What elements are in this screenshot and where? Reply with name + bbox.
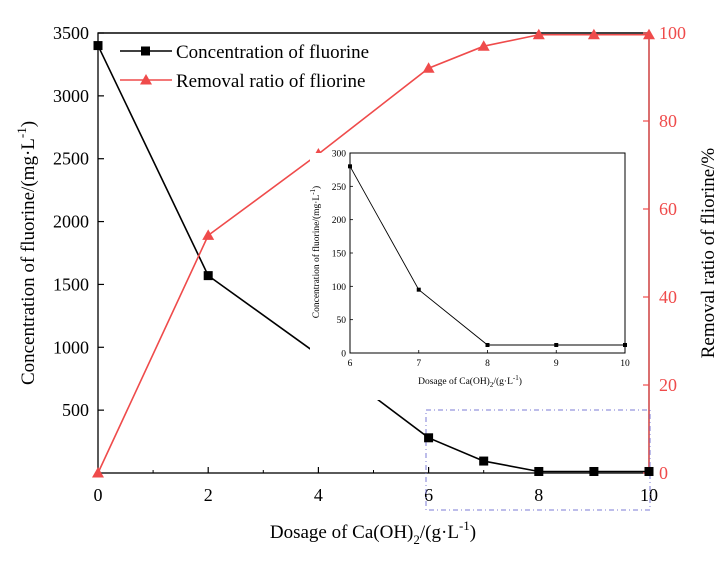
- inset-background: [310, 153, 628, 400]
- concentration-point: [534, 466, 544, 476]
- concentration-point: [479, 456, 489, 466]
- inset-point: [623, 343, 627, 347]
- y-right-tick-label: 20: [659, 375, 677, 395]
- y-left-tick-label: 2500: [53, 149, 89, 169]
- removal-ratio-point: [643, 28, 655, 40]
- inset-y-tick-label: 0: [341, 350, 346, 360]
- concentration-point: [424, 433, 434, 443]
- x-tick-label: 2: [204, 485, 213, 505]
- series-line-0: [97, 45, 649, 473]
- x-tick-label: 0: [94, 485, 103, 505]
- inset-series: [348, 164, 627, 347]
- y-right-tick-label: 80: [659, 111, 677, 131]
- inset-x-tick-label: 10: [620, 359, 630, 369]
- legend-marker-triangle: [140, 74, 152, 85]
- y-left-tick-label: 1500: [53, 274, 89, 294]
- y-right-axis-ticks: 0 20 40 60 80 100: [643, 23, 686, 483]
- inset-x-tick-label: 7: [416, 359, 421, 369]
- inset-point: [348, 164, 352, 169]
- legend-marker-square: [141, 46, 150, 56]
- inset-x-tick-label: 6: [348, 359, 353, 369]
- legend-label-concentration: Concentration of fluorine: [176, 42, 369, 63]
- inset-y-axis-ticks: 0 50 100 150 200 250 300: [332, 150, 353, 360]
- removal-ratio-point: [422, 62, 435, 73]
- x-tick-label: 8: [534, 485, 543, 505]
- inset-x-tick-label: 8: [485, 359, 490, 369]
- x-axis-label: Dosage of Ca(OH)2/(g·L-1): [270, 518, 476, 547]
- inset-x-tick-label: 9: [554, 359, 559, 369]
- y-right-tick-label: 60: [659, 199, 677, 219]
- legend-label-removal: Removal ratio of fliorine: [176, 71, 365, 92]
- y-left-tick-label: 2000: [53, 212, 89, 232]
- highlight-region: [425, 409, 651, 511]
- inset-point: [554, 343, 559, 347]
- legend: Concentration of fluorine Removal ratio …: [120, 42, 369, 92]
- concentration-point: [203, 271, 213, 281]
- removal-ratio-point: [92, 467, 104, 478]
- x-tick-label: 6: [424, 485, 433, 505]
- x-tick-label: 4: [314, 485, 323, 505]
- inset-y-tick-label: 50: [337, 316, 347, 326]
- inset-y-axis-label: Concentration of fluorine/(mg·L-1): [309, 186, 322, 318]
- y-right-tick-label: 100: [659, 23, 686, 43]
- concentration-point: [93, 41, 103, 51]
- x-tick-label: 10: [640, 485, 658, 505]
- y-left-axis-ticks: 500 1000 1500 2000 2500 3000 3500: [53, 23, 104, 420]
- inset-y-tick-label: 250: [332, 183, 347, 193]
- removal-ratio-point: [532, 28, 545, 40]
- y-right-tick-label: 0: [659, 463, 668, 483]
- y-left-tick-label: 3000: [53, 86, 89, 106]
- y-right-tick-label: 40: [659, 287, 677, 307]
- inset-chart: 6 7 8 9 10 0 50 100 150 200 250 300 Dosage of Ca(O…: [309, 150, 630, 400]
- inset-y-tick-label: 100: [332, 283, 347, 293]
- series-line-1: [97, 33, 649, 474]
- removal-ratio-point: [202, 229, 215, 240]
- y-left-tick-label: 1000: [53, 337, 89, 357]
- x-axis-ticks: 0 2 4 6 8 10: [94, 467, 658, 505]
- y-left-tick-label: 500: [62, 400, 89, 420]
- inset-point: [416, 287, 421, 292]
- inset-y-tick-label: 150: [332, 250, 347, 260]
- inset-x-axis-label: Dosage of Ca(OH)2/(g·L-1): [418, 374, 522, 389]
- removal-ratio-point: [477, 40, 490, 51]
- y-left-tick-label: 3500: [53, 23, 89, 43]
- inset-y-tick-label: 200: [332, 216, 347, 226]
- inset-point: [485, 343, 490, 347]
- concentration-point: [644, 466, 654, 476]
- inset-x-axis-ticks: 6 7 8 9 10: [348, 350, 630, 369]
- inset-y-tick-label: 300: [332, 150, 347, 160]
- y-left-axis-label: Concentration of fluorine/(mg·L-1): [14, 121, 39, 385]
- concentration-point: [589, 466, 599, 476]
- y-right-axis-label: Removal ratio of fliorine/%: [698, 148, 719, 359]
- removal-ratio-point: [587, 28, 600, 40]
